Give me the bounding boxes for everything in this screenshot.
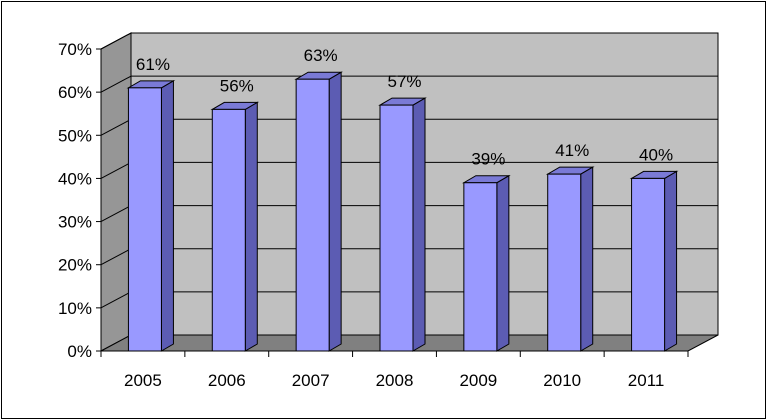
data-labels: 61% 56% 63% 57% 39% 41% 40% bbox=[136, 46, 673, 169]
y-tick-label: 0% bbox=[67, 342, 92, 361]
bars bbox=[126, 71, 679, 352]
bar bbox=[545, 166, 595, 352]
bar-side bbox=[496, 174, 510, 352]
y-tick-label: 50% bbox=[58, 126, 92, 145]
data-label: 39% bbox=[471, 150, 505, 169]
side-wall bbox=[100, 32, 132, 352]
x-tick-label: 2007 bbox=[292, 371, 330, 390]
y-tick-label: 30% bbox=[58, 213, 92, 232]
x-tick-label: 2006 bbox=[208, 371, 246, 390]
bar-side bbox=[244, 101, 258, 352]
bar-side bbox=[328, 71, 342, 352]
bar-front bbox=[631, 177, 666, 352]
data-label: 57% bbox=[387, 72, 421, 91]
bar-front bbox=[463, 182, 498, 352]
x-axis-ticks: 2005 2006 2007 2008 2009 2010 2011 bbox=[100, 351, 689, 390]
gridline bbox=[100, 32, 718, 50]
bar-side bbox=[412, 97, 426, 352]
data-label: 56% bbox=[220, 76, 254, 95]
bar-front bbox=[547, 173, 582, 352]
bar-front bbox=[127, 87, 162, 352]
bar bbox=[210, 101, 260, 352]
bar-side bbox=[160, 79, 174, 352]
data-label: 61% bbox=[136, 55, 170, 74]
bar bbox=[378, 97, 427, 352]
data-label: 41% bbox=[555, 141, 589, 160]
gridline bbox=[100, 75, 718, 93]
bar-side bbox=[664, 170, 678, 352]
y-axis-ticks: 0% 10% 20% 30% 40% 50% 60% 70% bbox=[58, 40, 102, 361]
bar-front bbox=[211, 108, 246, 352]
y-tick-label: 60% bbox=[58, 83, 92, 102]
y-tick-label: 40% bbox=[58, 169, 92, 188]
y-tick-label: 10% bbox=[58, 299, 92, 318]
x-tick-label: 2008 bbox=[376, 371, 414, 390]
bar-front bbox=[379, 104, 414, 352]
data-label: 63% bbox=[304, 46, 338, 65]
bar bbox=[126, 79, 176, 352]
bar-front bbox=[295, 78, 330, 352]
x-tick-label: 2011 bbox=[628, 371, 665, 390]
x-tick-label: 2009 bbox=[459, 371, 497, 390]
y-tick-label: 70% bbox=[58, 40, 92, 59]
data-label: 40% bbox=[639, 145, 673, 164]
x-tick-label: 2010 bbox=[543, 371, 581, 390]
bar bbox=[294, 71, 343, 352]
bar bbox=[629, 170, 679, 352]
x-tick-label: 2005 bbox=[124, 371, 162, 390]
bar-side bbox=[580, 166, 594, 352]
y-tick-label: 20% bbox=[58, 256, 92, 275]
bar bbox=[462, 174, 511, 352]
